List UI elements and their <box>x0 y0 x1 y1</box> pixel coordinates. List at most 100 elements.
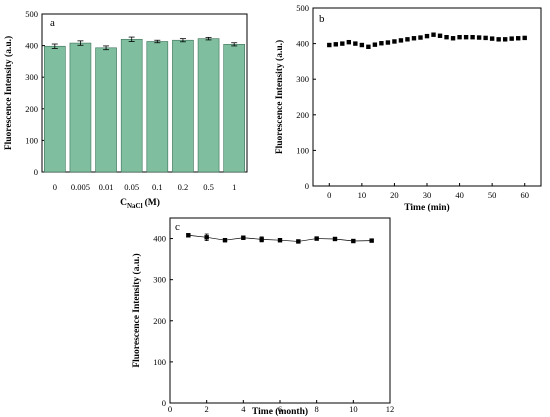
panel-a-xtick-label: 0.005 <box>71 182 90 192</box>
panel-a-tag: a <box>50 17 55 29</box>
panel-b-data-point <box>411 36 417 41</box>
panel-a-xtick-label: 0.2 <box>178 182 189 192</box>
panel-a-xtick-label: 0 <box>53 182 57 192</box>
panel-b-xtick-label: 0 <box>327 190 331 200</box>
panel-a-chart: 0 100 200 300 400 500 0 0.005 0.01 0.05 0.1 0.2 0.5 1… <box>3 9 248 210</box>
panel-b-ytick-label: 100 <box>296 145 309 155</box>
panel-b-data-point <box>398 38 404 43</box>
panel-c-data-point <box>314 236 319 241</box>
panel-b-data-point <box>405 37 410 42</box>
panel-c-data-point <box>296 239 301 244</box>
panel-b-data-point <box>450 36 456 41</box>
panel-c-plot-frame <box>169 217 391 404</box>
panel-a-bar <box>172 39 194 173</box>
panel-a-ytick-label: 100 <box>25 135 38 145</box>
panel-b-ytick-label: 0 <box>305 181 309 191</box>
panel-c-ytick-label: 0 <box>162 398 166 408</box>
panel-b-data-point <box>385 40 391 45</box>
panel-a-bar <box>120 38 143 173</box>
panel-c-xtick-label: 10 <box>349 404 358 414</box>
panel-b-y-axis-title: Fluorescence Intensity (a.u.) <box>274 40 285 154</box>
panel-b-ytick-label: 200 <box>296 110 309 120</box>
panel-a-bar <box>223 44 245 173</box>
panel-b-data-point <box>359 42 365 48</box>
panel-b-data-point <box>353 41 358 46</box>
panel-c-xtick-label: 8 <box>315 404 319 414</box>
panel-c-xtick-label: 0 <box>168 404 172 414</box>
panel-a-xtick-label: 0.1 <box>152 182 163 192</box>
panel-b-data-point <box>444 34 449 40</box>
panel-b-chart: 0 100 200 300 400 500 0 10 20 30 40 50 60 Fluorescenc… <box>274 3 542 213</box>
panel-a-bar <box>146 41 169 173</box>
panel-b-xtick-label: 60 <box>520 190 529 200</box>
panel-c-data-point <box>259 237 264 242</box>
panel-c-data-point <box>369 238 374 243</box>
panel-b-data-point <box>522 35 527 41</box>
panel-a-xtick-label: 1 <box>232 182 236 192</box>
panel-c-data-point <box>241 235 246 240</box>
panel-c-ytick-label: 100 <box>153 357 166 367</box>
panel-b-data-point <box>372 42 378 47</box>
panel-b-tag: b <box>319 13 325 25</box>
panel-b-xtick-label: 20 <box>390 190 399 200</box>
panel-b-data-point <box>379 41 384 46</box>
panel-b-data-point <box>431 32 436 37</box>
panel-a-x-axis-title: CNaCl (M) <box>120 197 160 210</box>
panel-b-x-axis-title: Time (min) <box>404 202 449 213</box>
panel-a-xtick-label: 0.5 <box>203 182 214 192</box>
panel-c-xtick-label: 6 <box>278 404 282 414</box>
panel-c-xtick-label: 4 <box>241 404 246 414</box>
panel-c-ytick-label: 300 <box>153 275 166 285</box>
panel-c-x-axis-title: Time (month) <box>252 406 308 417</box>
panel-a-y-axis-title: Fluorescence Intensity (a.u.) <box>3 36 14 150</box>
panel-c-tag: c <box>175 221 180 233</box>
panel-a-xtick-label: 0.05 <box>124 182 139 192</box>
panel-b-data-point <box>340 41 345 46</box>
panel-c-data-point <box>204 235 209 240</box>
panel-a-ytick-label: 0 <box>34 167 38 177</box>
panel-c-data-point <box>332 236 338 242</box>
panel-a-xtick-label: 0.01 <box>99 182 114 192</box>
panel-c-data-point <box>351 238 356 244</box>
panel-a-ytick-label: 400 <box>25 41 38 51</box>
panel-b-xtick-label: 40 <box>455 190 464 200</box>
panel-c-y-axis-title: Fluorescence Intensity (a.u.) <box>131 253 142 367</box>
panel-a-ytick-label: 200 <box>25 104 38 114</box>
panel-b-data-point <box>470 34 475 40</box>
panel-a-ytick-label: 300 <box>25 72 38 82</box>
panel-b-data-point <box>509 36 514 41</box>
panel-b-data-point <box>437 33 443 38</box>
panel-b-data-point <box>366 44 371 50</box>
panel-b-data-point <box>418 35 423 40</box>
panel-b-xtick-label: 30 <box>423 190 432 200</box>
panel-b-data-point <box>476 35 482 40</box>
panel-b-ytick-label: 500 <box>296 3 309 13</box>
panel-b-ytick-label: 400 <box>296 39 309 49</box>
panel-a-bar <box>197 38 220 173</box>
panel-a-plot-frame <box>41 13 248 173</box>
panel-c-ytick-label: 200 <box>153 316 166 326</box>
panel-b-data-point <box>424 33 430 39</box>
panel-a-bar <box>44 45 66 173</box>
panel-b-data-point <box>346 39 352 45</box>
panel-c-data-point <box>186 233 191 238</box>
panel-c-ytick-label: 400 <box>153 234 166 244</box>
panel-c-xtick-label: 12 <box>386 404 395 414</box>
panel-a-bar <box>95 47 117 173</box>
panel-a-bar <box>69 42 92 173</box>
panel-b-ytick-label: 300 <box>296 74 309 84</box>
panel-b-data-point <box>333 42 338 47</box>
panel-b-data-point <box>516 36 521 41</box>
panel-b-data-point <box>463 34 469 40</box>
panel-c-data-point <box>277 238 283 243</box>
panel-c-chart: 0 100 200 300 400 0 2 4 6 8 10 12 Fluorescence Inten… <box>131 217 395 417</box>
panel-c-xtick-label: 2 <box>205 404 209 414</box>
panel-b-xtick-label: 10 <box>358 190 367 200</box>
panel-b-data-point <box>489 36 495 41</box>
panel-a-ytick-label: 500 <box>25 9 38 19</box>
panel-b-data-point <box>327 42 332 48</box>
panel-b-data-point <box>496 37 501 42</box>
panel-b-data-point <box>457 34 462 40</box>
panel-b-data-point <box>502 37 508 42</box>
